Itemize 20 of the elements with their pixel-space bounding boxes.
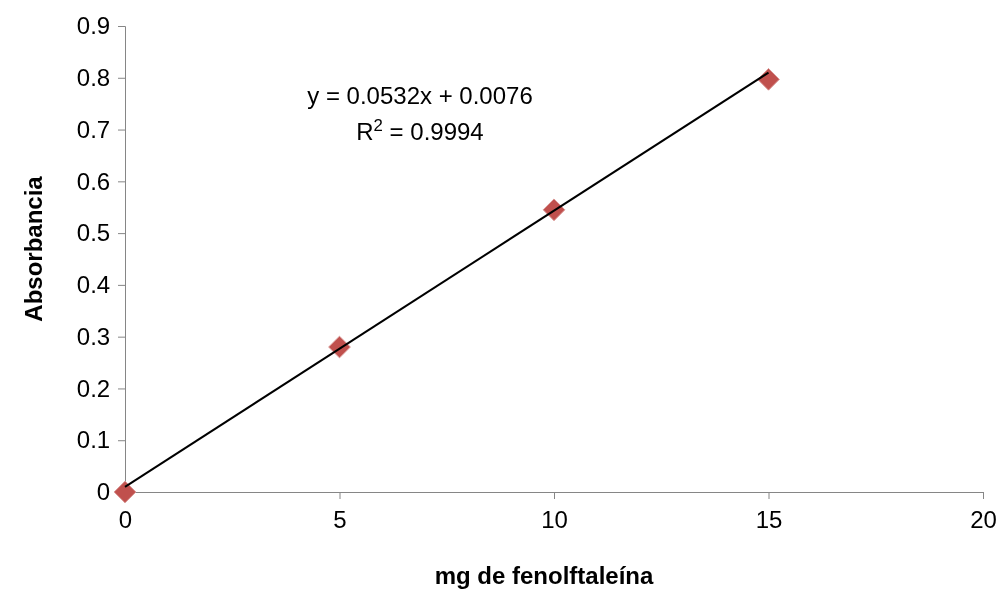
annotation: R$^{2}$ = 0.9994 (356, 115, 484, 145)
y-tick-label: 0.3 (76, 322, 111, 350)
x-tick-label: 15 (755, 506, 783, 534)
y-tick-label: 0.2 (76, 374, 111, 402)
x-tick-label: 10 (541, 506, 568, 534)
y-tick-label: 0.6 (76, 167, 111, 195)
y-tick-label: 0.8 (76, 63, 111, 91)
y-tick-label: 0.9 (76, 12, 111, 40)
y-tick-label: 0.4 (76, 271, 111, 299)
x-tick-label: 5 (333, 506, 347, 534)
y-axis-title: Absorbancia (20, 175, 47, 322)
y-tick-label: 0.1 (76, 426, 111, 454)
x-tick-label: 0 (118, 506, 133, 534)
y-tick-label: 0 (96, 478, 111, 506)
x-axis-title: mg de fenolftaleína (434, 562, 654, 589)
point (113, 480, 137, 504)
x-tick-label: 20 (970, 506, 997, 534)
y-tick-label: 0.7 (76, 115, 111, 143)
annotation: y = 0.0532x + 0.0076 (307, 82, 533, 109)
y-tick-label: 0.5 (76, 219, 111, 247)
